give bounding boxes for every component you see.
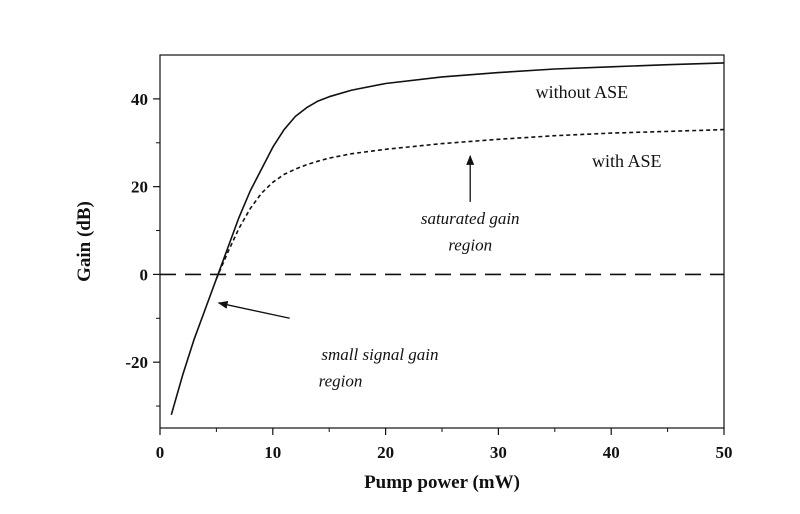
x-tick-label: 40 [603,443,620,462]
series-line-0 [170,62,725,416]
annotation-text: small signal gain [321,345,438,364]
y-tick-label: 20 [131,178,148,197]
y-axis-title: Gain (dB) [74,201,95,282]
x-axis-title: Pump power (mW) [364,472,520,493]
y-tick-label: -20 [125,353,148,372]
x-tick-label: 50 [716,443,733,462]
series-label-without-ase: without ASE [536,82,629,102]
annotation-text: saturated gain [421,209,520,228]
x-tick-label: 30 [490,443,507,462]
annotation-text: region [319,371,363,390]
annotations: saturated gain region small signal gain reg… [217,154,520,390]
x-tick-label: 20 [377,443,394,462]
y-tick-label: 0 [140,265,149,284]
y-tick-label: 40 [131,90,148,109]
annotation-text: region [448,235,492,254]
axis-ticks: 0 10 20 30 40 50 -20 0 20 40 [125,90,732,462]
series-label-with-ase: with ASE [592,151,662,171]
x-tick-label: 10 [264,443,281,462]
series-lines [160,62,725,416]
plot-area-frame [159,54,725,429]
annotation-arrow [217,300,290,319]
x-tick-label: 0 [156,443,165,462]
series-line-1 [215,128,725,280]
